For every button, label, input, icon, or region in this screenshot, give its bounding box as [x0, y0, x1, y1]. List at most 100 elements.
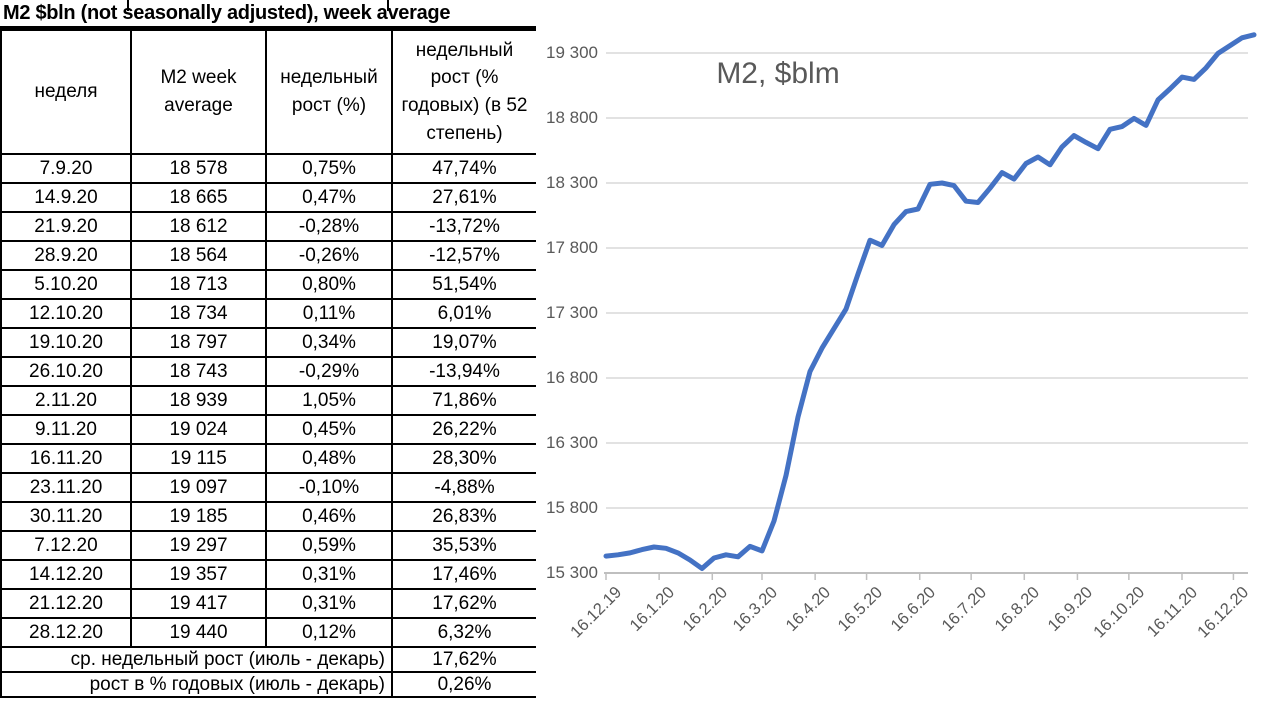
weekly-growth-cell: -0,28%: [265, 211, 393, 242]
table-row: 7.9.20 18 578 0,75% 47,74%: [0, 153, 538, 184]
annualized-growth-cell: 17,46%: [391, 559, 538, 590]
annualized-growth-cell: 28,30%: [391, 443, 538, 474]
m2-week-average-cell: 19 115: [130, 443, 267, 474]
weekly-growth-cell: 0,31%: [265, 588, 393, 619]
m2-week-average-cell: 18 665: [130, 182, 267, 213]
table-row: 28.9.20 18 564 -0,26% -12,57%: [0, 240, 538, 271]
annualized-growth-cell: 27,61%: [391, 182, 538, 213]
y-axis-label: 16 800: [546, 368, 598, 387]
week-date-cell: 14.12.20: [0, 559, 132, 590]
table-row: 7.12.20 19 297 0,59% 35,53%: [0, 530, 538, 561]
weekly-growth-cell: 1,05%: [265, 385, 393, 416]
table-row: 21.12.20 19 417 0,31% 17,62%: [0, 588, 538, 619]
annualized-growth-cell: 6,32%: [391, 617, 538, 648]
weekly-growth-cell: 0,46%: [265, 501, 393, 532]
m2-chart-panel: M2, $blm 15 300 15 800 16 300 16 800 17 300 1…: [536, 0, 1270, 718]
m2-table: неделя M2 week average недельный рост (%) н…: [0, 29, 538, 698]
weekly-growth-cell: 0,45%: [265, 414, 393, 445]
m2-week-average-cell: 18 939: [130, 385, 267, 416]
annualized-growth-cell: 71,86%: [391, 385, 538, 416]
summary-value: 17,62%: [391, 646, 538, 673]
annualized-growth-cell: 35,53%: [391, 530, 538, 561]
table-row: 28.12.20 19 440 0,12% 6,32%: [0, 617, 538, 648]
table-row: 14.9.20 18 665 0,47% 27,61%: [0, 182, 538, 213]
table-row: 5.10.20 18 713 0,80% 51,54%: [0, 269, 538, 300]
chart-title: M2, $blm: [716, 57, 840, 90]
week-date-cell: 21.9.20: [0, 211, 132, 242]
weekly-growth-cell: 0,59%: [265, 530, 393, 561]
column-header-2: недельный рост (%): [265, 29, 393, 155]
table-row: 2.11.20 18 939 1,05% 71,86%: [0, 385, 538, 416]
table-row: 14.12.20 19 357 0,31% 17,46%: [0, 559, 538, 590]
weekly-growth-cell: 0,75%: [265, 153, 393, 184]
column-header-3: недельный рост (% годовых) (в 52 степень…: [391, 29, 538, 155]
summary-value: 0,26%: [391, 671, 538, 698]
table-row: 23.11.20 19 097 -0,10% -4,88%: [0, 472, 538, 503]
weekly-growth-cell: 0,80%: [265, 269, 393, 300]
annualized-growth-cell: -4,88%: [391, 472, 538, 503]
m2-line-chart-svg: [603, 32, 1257, 580]
m2-week-average-cell: 18 743: [130, 356, 267, 387]
m2-week-average-cell: 19 297: [130, 530, 267, 561]
table-row: 16.11.20 19 115 0,48% 28,30%: [0, 443, 538, 474]
annualized-growth-cell: -13,72%: [391, 211, 538, 242]
week-date-cell: 9.11.20: [0, 414, 132, 445]
weekly-growth-cell: 0,12%: [265, 617, 393, 648]
week-date-cell: 23.11.20: [0, 472, 132, 503]
annualized-growth-cell: 19,07%: [391, 327, 538, 358]
table-row: 21.9.20 18 612 -0,28% -13,72%: [0, 211, 538, 242]
y-axis-label: 15 300: [546, 563, 598, 582]
weekly-growth-cell: -0,10%: [265, 472, 393, 503]
week-date-cell: 26.10.20: [0, 356, 132, 387]
m2-week-average-cell: 19 097: [130, 472, 267, 503]
summary-label: рост в % годовых (июль - декарь): [0, 671, 393, 698]
m2-week-average-cell: 18 612: [130, 211, 267, 242]
annualized-growth-cell: -12,57%: [391, 240, 538, 271]
table-title: M2 $bln (not seasonally adjusted), week …: [0, 0, 536, 29]
table-row: 19.10.20 18 797 0,34% 19,07%: [0, 327, 538, 358]
week-date-cell: 16.11.20: [0, 443, 132, 474]
annualized-growth-cell: 26,83%: [391, 501, 538, 532]
m2-week-average-cell: 19 357: [130, 559, 267, 590]
week-date-cell: 7.9.20: [0, 153, 132, 184]
week-date-cell: 7.12.20: [0, 530, 132, 561]
column-header-1: M2 week average: [130, 29, 267, 155]
annualized-growth-cell: 17,62%: [391, 588, 538, 619]
weekly-growth-cell: 0,47%: [265, 182, 393, 213]
y-axis-label: 16 300: [546, 433, 598, 452]
m2-week-average-cell: 18 734: [130, 298, 267, 329]
table-row: 26.10.20 18 743 -0,29% -13,94%: [0, 356, 538, 387]
m2-week-average-cell: 18 797: [130, 327, 267, 358]
summary-row: ср. недельный рост (июль - декарь) 17,62%: [0, 646, 538, 673]
annualized-growth-cell: 6,01%: [391, 298, 538, 329]
weekly-growth-cell: -0,29%: [265, 356, 393, 387]
m2-week-average-cell: 18 713: [130, 269, 267, 300]
m2-table-body: 7.9.20 18 578 0,75% 47,74% 14.9.20 18 665 0,47…: [0, 153, 538, 698]
m2-week-average-cell: 18 578: [130, 153, 267, 184]
column-header-0: неделя: [0, 29, 132, 155]
week-date-cell: 5.10.20: [0, 269, 132, 300]
m2-line-series: [603, 32, 1257, 571]
y-axis-label: 19 300: [546, 43, 598, 62]
y-axis-label: 17 800: [546, 238, 598, 257]
header-row: неделя M2 week average недельный рост (%) н…: [0, 29, 538, 155]
m2-week-average-cell: 18 564: [130, 240, 267, 271]
m2-table-panel: M2 $bln (not seasonally adjusted), week …: [0, 0, 538, 698]
y-axis-label: 15 800: [546, 498, 598, 517]
summary-row: рост в % годовых (июль - декарь) 0,26%: [0, 671, 538, 698]
week-date-cell: 30.11.20: [0, 501, 132, 532]
m2-week-average-cell: 19 185: [130, 501, 267, 532]
y-axis-label: 17 300: [546, 303, 598, 322]
y-axis-label: 18 300: [546, 173, 598, 192]
m2-week-average-cell: 19 440: [130, 617, 267, 648]
week-date-cell: 21.12.20: [0, 588, 132, 619]
m2-week-average-cell: 19 024: [130, 414, 267, 445]
cell-border-artifact: [127, 0, 129, 11]
weekly-growth-cell: 0,48%: [265, 443, 393, 474]
table-row: 9.11.20 19 024 0,45% 26,22%: [0, 414, 538, 445]
week-date-cell: 19.10.20: [0, 327, 132, 358]
table-row: 12.10.20 18 734 0,11% 6,01%: [0, 298, 538, 329]
weekly-growth-cell: -0,26%: [265, 240, 393, 271]
week-date-cell: 28.12.20: [0, 617, 132, 648]
